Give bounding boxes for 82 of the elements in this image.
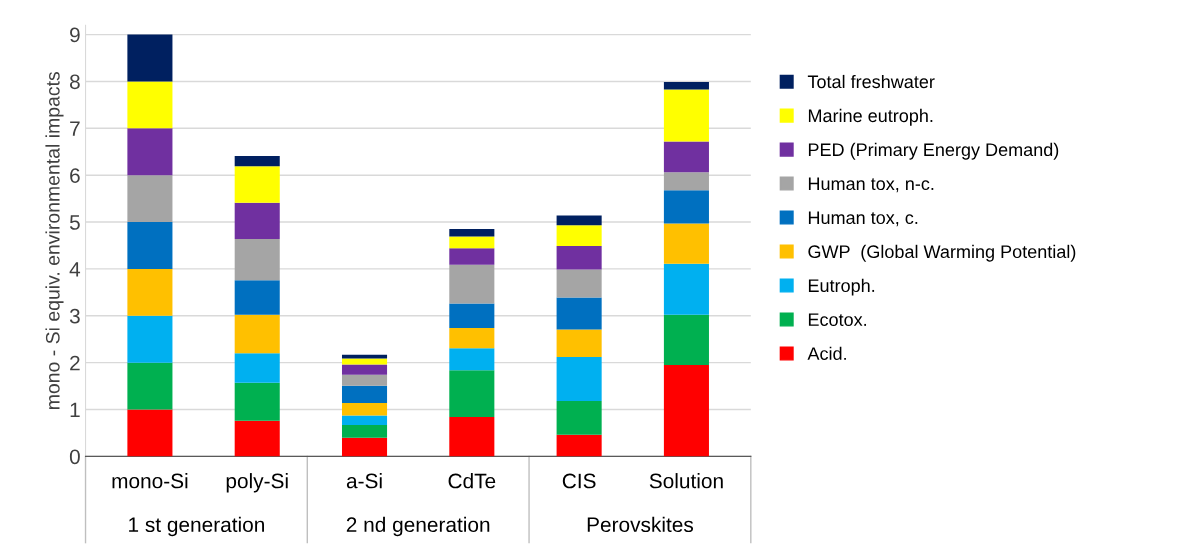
- legend-label: Acid.: [807, 346, 846, 361]
- y-tick-label: 1: [70, 402, 80, 418]
- bar: [449, 229, 495, 237]
- bar: [234, 155, 280, 167]
- bar: [341, 437, 388, 457]
- bar: [127, 268, 173, 316]
- bar: [449, 248, 495, 265]
- bar: [556, 269, 602, 298]
- bar: [234, 420, 280, 457]
- bar: [234, 353, 280, 383]
- bar: [127, 362, 173, 410]
- legend-label: Human tox, c.: [808, 211, 918, 227]
- bar: [234, 314, 280, 354]
- bar: [127, 222, 173, 269]
- y-tick-label: 4: [69, 262, 81, 277]
- bar: [234, 166, 280, 203]
- y-tick-label: 3: [69, 308, 80, 324]
- bar: [663, 365, 709, 457]
- y-tick-label: 2: [70, 355, 80, 371]
- legend-label: Marine eutroph.: [808, 108, 933, 126]
- bar: [341, 364, 388, 375]
- text: 1 st generation: [129, 516, 264, 537]
- x-tick-label: poly-Si: [226, 473, 288, 493]
- bar: [341, 385, 388, 403]
- bar: [341, 358, 388, 365]
- bar: [127, 128, 173, 176]
- bar: [449, 327, 495, 349]
- bar: [449, 370, 495, 418]
- bar: [127, 175, 173, 223]
- text: 2 nd generation: [346, 516, 490, 537]
- y-tick-label: 0: [69, 449, 80, 465]
- y-axis-title: mono - Si equiv. environmental impacts: [45, 71, 64, 409]
- bar: [127, 315, 173, 363]
- bar: [556, 297, 602, 330]
- bar: [556, 215, 602, 226]
- bar: [556, 225, 602, 246]
- bar: [663, 81, 709, 90]
- x-tick-label: CIS: [562, 473, 596, 489]
- bar: [556, 329, 602, 358]
- bar: [449, 303, 495, 328]
- bar: [449, 417, 495, 457]
- bar: [234, 238, 280, 281]
- bar: [663, 89, 709, 142]
- y-tick-label: 7: [70, 121, 80, 136]
- legend-label: PED (Primary Energy Demand): [808, 142, 1059, 160]
- bar: [663, 141, 709, 173]
- bar: [663, 223, 709, 264]
- y-tick-label: 6: [70, 168, 80, 183]
- x-tick-label: CdTe: [448, 473, 496, 489]
- bar: [449, 236, 495, 249]
- legend-label: Total freshwater: [807, 74, 935, 89]
- y-tick-label: 9: [70, 27, 80, 43]
- x-tick-label: a-Si: [346, 473, 382, 489]
- bar: [341, 415, 388, 425]
- bar: [341, 402, 388, 416]
- text: Perovskites: [587, 516, 694, 533]
- bar: [556, 357, 602, 402]
- legend-label: Eutroph.: [808, 278, 875, 296]
- y-tick-label: 5: [69, 215, 80, 230]
- legend-label: GWP (Global Warming Potential): [808, 244, 1076, 262]
- bar: [663, 190, 709, 224]
- bar: [234, 202, 280, 239]
- legend-label: Ecotox.: [808, 313, 867, 327]
- bar: [449, 348, 495, 371]
- bar: [556, 434, 602, 457]
- y-tick-label: 8: [69, 74, 80, 90]
- bar: [127, 81, 173, 129]
- bar: [127, 34, 173, 82]
- bar: [556, 245, 602, 270]
- bar: [127, 409, 173, 457]
- x-tick-label: Solution: [649, 473, 723, 489]
- bar: [663, 172, 709, 191]
- bar: [556, 401, 602, 435]
- x-tick-label: mono-Si: [112, 473, 188, 489]
- bar: [663, 263, 709, 315]
- bar: [663, 314, 709, 365]
- legend-label: Human tox, n-c.: [808, 177, 934, 193]
- bar: [341, 425, 388, 438]
- bar: [234, 280, 280, 315]
- bar: [234, 382, 280, 421]
- bar: [449, 264, 495, 304]
- bar: [341, 374, 388, 386]
